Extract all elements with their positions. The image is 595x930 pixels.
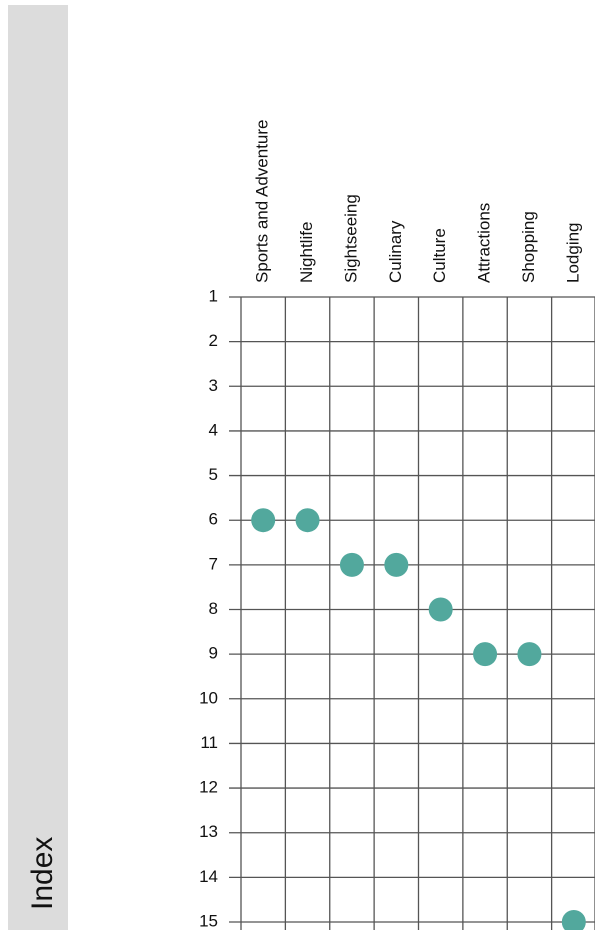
y-axis-panel bbox=[8, 5, 68, 930]
y-tick-label: 8 bbox=[209, 599, 218, 618]
x-tick-label: Nightlife bbox=[297, 222, 316, 283]
dot bbox=[428, 597, 453, 622]
y-tick-label: 14 bbox=[199, 867, 218, 886]
y-tick-label: 15 bbox=[199, 911, 218, 930]
x-tick-label: Culture bbox=[430, 228, 449, 283]
dot bbox=[339, 552, 364, 577]
x-tick-label: Attractions bbox=[475, 203, 494, 283]
dot bbox=[517, 642, 542, 667]
y-tick-label: 2 bbox=[209, 331, 218, 350]
y-tick-label: 7 bbox=[209, 554, 218, 573]
y-tick-label: 12 bbox=[199, 778, 218, 797]
y-tick-label: 5 bbox=[209, 465, 218, 484]
y-tick-label: 10 bbox=[199, 688, 218, 707]
y-tick-label: 6 bbox=[209, 510, 218, 529]
x-tick-label: Lodging bbox=[563, 222, 582, 283]
dot bbox=[295, 508, 320, 533]
dot bbox=[384, 552, 409, 577]
y-tick-label: 4 bbox=[209, 420, 218, 439]
dot bbox=[473, 642, 498, 667]
y-tick-label: 11 bbox=[200, 733, 218, 752]
dot bbox=[561, 910, 586, 930]
x-tick-label: Sightseeing bbox=[341, 194, 360, 283]
y-tick-label: 9 bbox=[209, 644, 218, 663]
y-tick-label: 3 bbox=[209, 376, 218, 395]
x-tick-label: Culinary bbox=[386, 220, 405, 283]
y-tick-label: 13 bbox=[199, 822, 218, 841]
y-tick-label: 1 bbox=[209, 286, 218, 305]
x-tick-label: Sports and Adventure bbox=[253, 119, 272, 283]
dot bbox=[251, 508, 276, 533]
y-axis-label: Index bbox=[26, 837, 59, 910]
x-tick-label: Shopping bbox=[519, 211, 538, 283]
